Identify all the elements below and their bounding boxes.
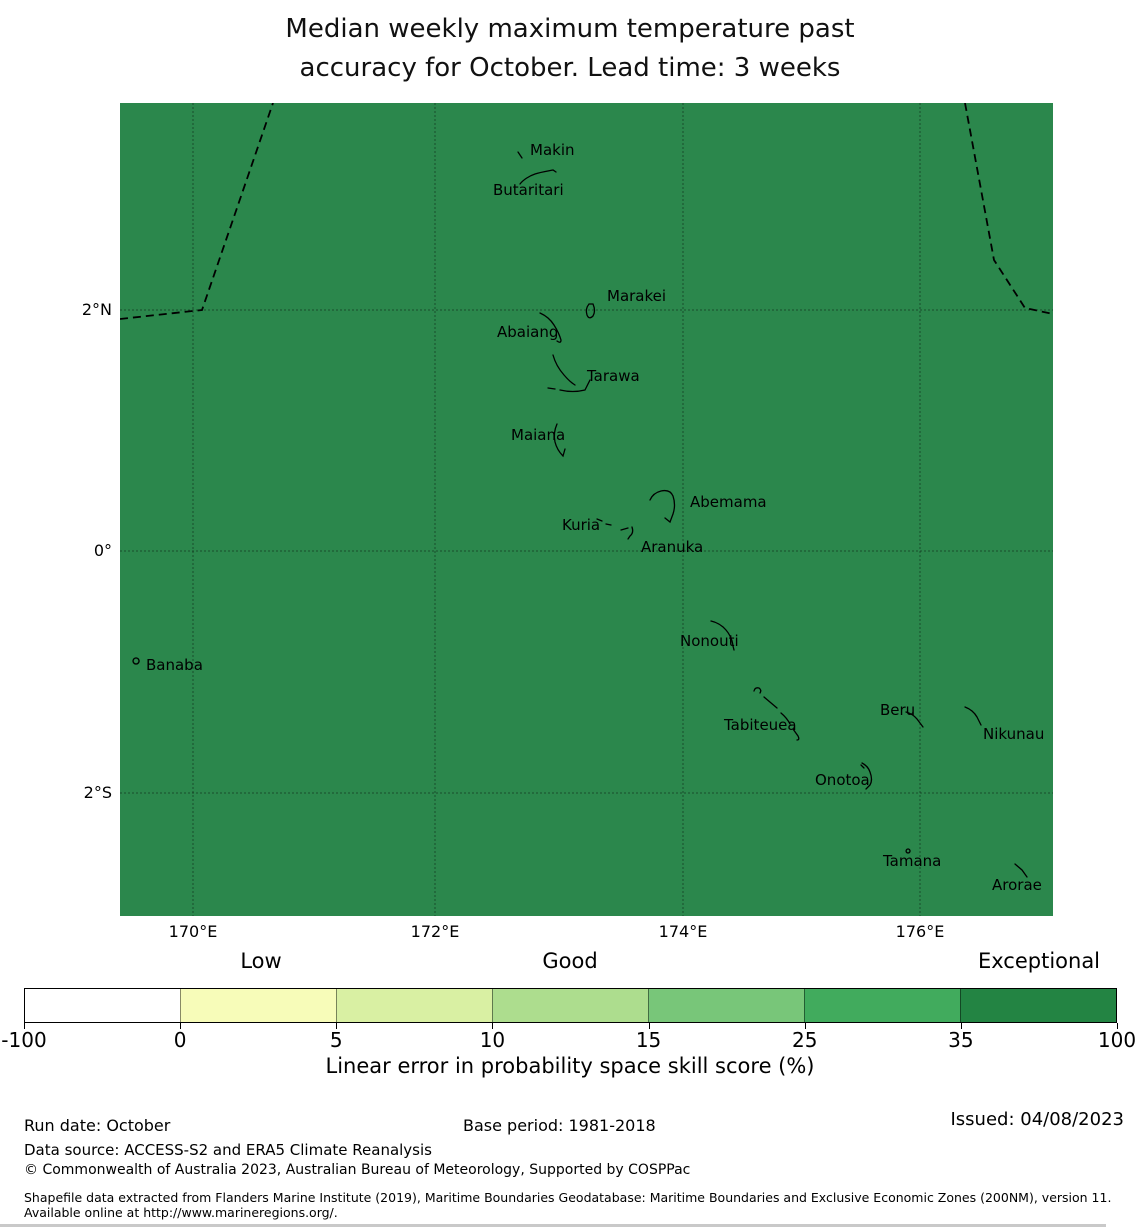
colorbar-segment	[180, 989, 336, 1022]
banaba-island	[132, 657, 140, 665]
colorbar-tick	[1117, 1023, 1118, 1029]
eez-boundary-west	[120, 103, 274, 320]
colorbar-tick-label: 35	[948, 1028, 974, 1052]
arorae-island	[1014, 863, 1028, 878]
map-canvas: Makin Butaritari Marakei Abaiang Tarawa …	[120, 103, 1053, 916]
aranuka-island	[620, 526, 634, 540]
colorbar-tick-label: 25	[791, 1028, 818, 1052]
map-layer	[120, 103, 1053, 916]
island-label-maiana: Maiana	[511, 426, 566, 444]
colorbar-tick	[648, 1023, 650, 1029]
tabiteuea-island	[753, 687, 800, 741]
colorbar-segment	[492, 989, 648, 1022]
island-label-tarawa: Tarawa	[587, 367, 640, 385]
island-label-abemama: Abemama	[690, 493, 767, 511]
xtick-176e: 176°E	[895, 922, 945, 941]
colorbar-tick-labels: -100 0 5 10 15 25 35 100	[1, 1028, 1136, 1052]
colorbar-segment	[648, 989, 804, 1022]
island-label-tamana: Tamana	[883, 852, 942, 870]
colorbar-tick	[492, 1023, 494, 1029]
window-bottom-edge	[0, 1224, 1106, 1227]
island-label-nikunau: Nikunau	[983, 725, 1045, 743]
xtick-174e: 174°E	[658, 922, 708, 941]
colorbar-tick-label: 15	[635, 1028, 662, 1052]
xtick-172e: 172°E	[410, 922, 460, 941]
eez-boundary-east	[964, 103, 1053, 315]
island-label-butaritari: Butaritari	[493, 181, 564, 199]
colorbar-tick-label: 100	[1097, 1028, 1137, 1052]
island-label-beru: Beru	[880, 701, 916, 719]
marakei-island	[585, 303, 596, 319]
islands-layer	[132, 151, 1028, 878]
colorbar-tick-label: 0	[173, 1028, 187, 1052]
run-date-text: Run date: October	[24, 1116, 171, 1135]
island-label-tabiteuea: Tabiteuea	[724, 716, 797, 734]
ytick-2n: 2°N	[81, 300, 112, 319]
colorbar-ticks	[24, 1023, 1118, 1029]
colorbar-tick	[804, 1023, 806, 1029]
base-period-text: Base period: 1981-2018	[463, 1116, 656, 1135]
butaritari-island	[519, 169, 557, 185]
makin-island	[517, 151, 523, 159]
island-label-nonouti: Nonouti	[680, 632, 739, 650]
island-label-abaiang: Abaiang	[497, 323, 559, 341]
island-label-aranuka: Aranuka	[641, 538, 704, 556]
data-source-text: Data source: ACCESS-S2 and ERA5 Climate …	[24, 1141, 432, 1159]
island-label-kuria: Kuria	[562, 516, 601, 534]
colorbar-tick	[24, 1023, 25, 1029]
island-label-arorae: Arorae	[992, 876, 1042, 894]
ytick-0: 0°	[93, 541, 112, 560]
colorbar-tick-label: -100	[1, 1028, 47, 1052]
nonouti-island	[710, 620, 735, 651]
tamana-island	[905, 848, 911, 854]
shapefile-attribution-text: Shapefile data extracted from Flanders M…	[24, 1190, 1112, 1220]
onotoa-island	[860, 762, 873, 790]
colorbar-category-exceptional: Exceptional	[977, 949, 1101, 973]
issued-date-text: Issued: 04/08/2023	[950, 1109, 1124, 1130]
abaiang-island	[539, 312, 562, 343]
title-line-2: accuracy for October. Lead time: 3 weeks	[299, 53, 841, 83]
kuria-island	[596, 518, 612, 526]
copyright-text: © Commonwealth of Australia 2023, Austra…	[24, 1162, 691, 1178]
title-line-1: Median weekly maximum temperature past	[285, 14, 855, 44]
nikunau-island	[964, 706, 982, 726]
colorbar-segment	[25, 989, 180, 1022]
colorbar-segment	[960, 989, 1116, 1022]
beru-island	[905, 711, 924, 728]
colorbar-category-good: Good	[542, 949, 598, 973]
colorbar-segment	[336, 989, 492, 1022]
ytick-2s: 2°S	[83, 783, 112, 802]
maiana-island	[553, 423, 566, 458]
colorbar-category-low: Low	[240, 949, 282, 973]
colorbar-segment	[804, 989, 960, 1022]
xtick-170e: 170°E	[168, 922, 218, 941]
colorbar	[24, 988, 1117, 1023]
colorbar-tick-label: 5	[329, 1028, 343, 1052]
abemama-island	[649, 489, 676, 524]
page-title: Median weekly maximum temperature past a…	[0, 10, 1140, 88]
graticule	[120, 103, 1053, 916]
tarawa-island	[547, 354, 591, 393]
island-label-makin: Makin	[530, 141, 575, 159]
island-label-onotoa: Onotoa	[815, 771, 870, 789]
eez-boundary	[120, 103, 1053, 320]
island-label-banaba: Banaba	[146, 656, 203, 674]
island-label-marakei: Marakei	[607, 287, 667, 305]
colorbar-axis-label: Linear error in probability space skill …	[325, 1054, 815, 1078]
colorbar-tick-label: 10	[479, 1028, 506, 1052]
colorbar-tick	[960, 1023, 962, 1029]
colorbar-tick	[336, 1023, 338, 1029]
colorbar-tick	[180, 1023, 182, 1029]
